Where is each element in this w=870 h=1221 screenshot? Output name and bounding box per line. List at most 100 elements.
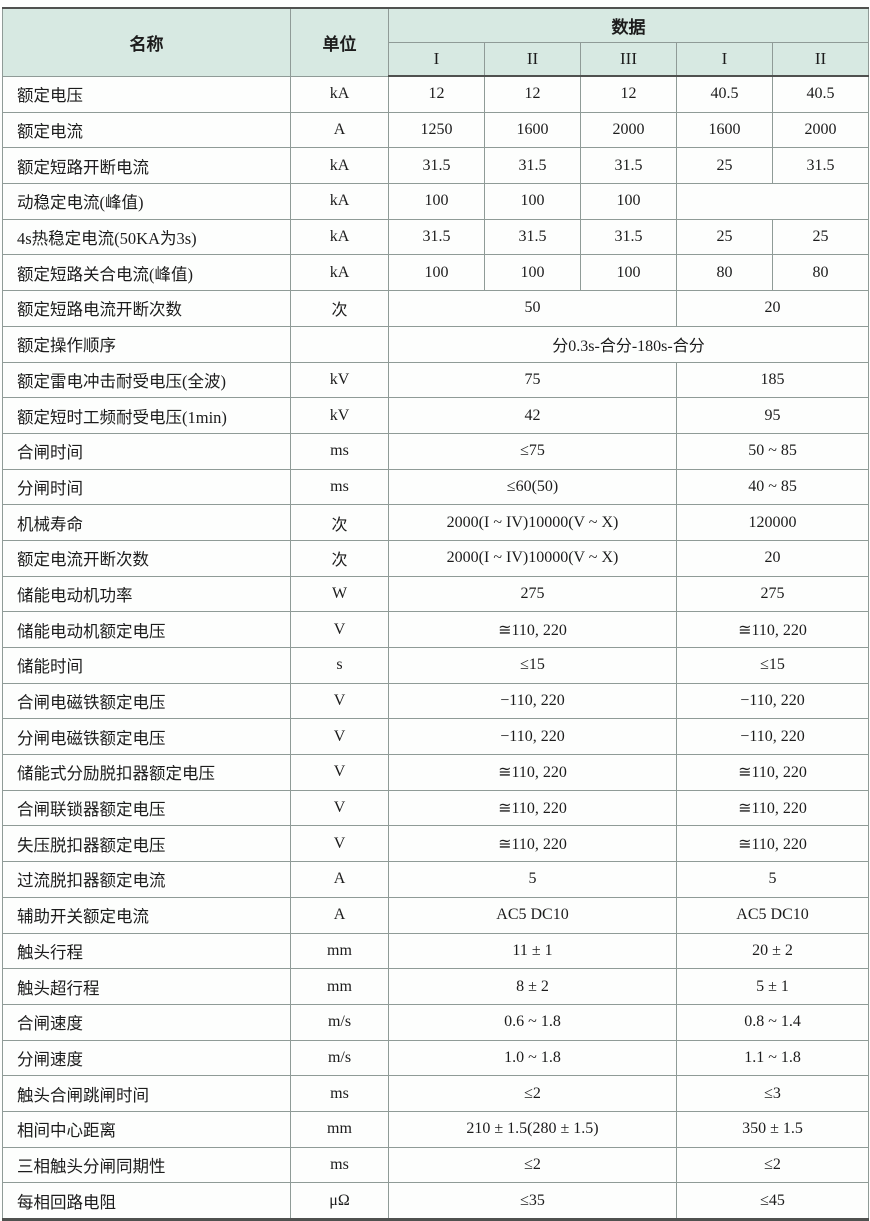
cell-value: ≅110, 220 [388, 611, 677, 648]
cell-value: ≅110, 220 [388, 754, 677, 791]
cell-value: 75 [388, 361, 677, 399]
row-unit: kV [290, 361, 389, 399]
table-row: 合闸电磁铁额定电压 V −110, 220 −110, 220 [2, 682, 870, 720]
cell-value: ≤3 [675, 1075, 870, 1112]
table-row: 分闸时间 ms ≤60(50) 40 ~ 85 [2, 468, 870, 506]
col-header-sub-4: I [676, 42, 773, 77]
table-row: 触头行程 mm 11 ± 1 20 ± 2 [2, 932, 870, 970]
table-row: 额定电流 A 1250 1600 2000 1600 2000 [2, 111, 870, 149]
row-unit: W [290, 575, 389, 613]
cell-value: −110, 220 [675, 682, 870, 720]
cell-value: 分0.3s-合分-180s-合分 [387, 325, 870, 363]
cell-value: 275 [675, 575, 870, 613]
col-header-sub-5: II [771, 42, 870, 77]
row-unit: 次 [290, 290, 389, 327]
table-row: 分闸速度 m/s 1.0 ~ 1.8 1.1 ~ 1.8 [2, 1039, 870, 1077]
row-unit: A [290, 111, 389, 149]
cell-value: ≤35 [388, 1182, 677, 1220]
cell-value: 95 [675, 397, 870, 434]
cell-value: ≤2 [388, 1146, 677, 1184]
row-label: 4s热稳定电流(50KA为3s) [2, 218, 291, 256]
row-unit: V [290, 718, 389, 756]
cell-value: 31.5 [580, 218, 677, 256]
table-row: 储能时间 s ≤15 ≤15 [2, 647, 870, 684]
cell-value: 1250 [388, 111, 485, 149]
row-label: 储能式分励脱扣器额定电压 [2, 754, 291, 791]
row-unit [290, 325, 389, 363]
row-unit: 次 [290, 504, 389, 541]
row-label: 分闸电磁铁额定电压 [2, 718, 291, 756]
row-label: 额定短时工频耐受电压(1min) [2, 397, 291, 434]
cell-value: 80 [771, 254, 870, 292]
table-row: 触头合闸跳闸时间 ms ≤2 ≤3 [2, 1075, 870, 1112]
row-label: 相间中心距离 [2, 1110, 291, 1148]
cell-value: 100 [484, 254, 581, 292]
cell-value: ≅110, 220 [675, 611, 870, 648]
row-label: 触头合闸跳闸时间 [2, 1075, 291, 1112]
cell-value: 120000 [675, 504, 870, 541]
row-label: 额定雷电冲击耐受电压(全波) [2, 361, 291, 399]
document-page: 名称 单位 数据 I II III I II 额定电压 kA 12 12 12 40.5 4… [2, 7, 870, 1221]
cell-value: 11 ± 1 [388, 932, 677, 970]
table-header: 名称 单位 数据 I II III I II [2, 7, 870, 77]
row-unit: m/s [290, 1003, 389, 1041]
row-unit: V [290, 754, 389, 791]
row-unit: kA [290, 75, 389, 113]
table-row: 动稳定电流(峰值) kA 100 100 100 [2, 183, 870, 220]
col-header-sub-3: III [580, 42, 677, 77]
row-unit: A [290, 861, 389, 898]
cell-value: 5 [675, 861, 870, 898]
cell-value: 40.5 [676, 75, 773, 113]
row-label: 触头超行程 [2, 968, 291, 1005]
cell-value: ≅110, 220 [675, 825, 870, 863]
cell-value: 31.5 [484, 218, 581, 256]
cell-value: 25 [676, 147, 773, 185]
cell-value: 1.1 ~ 1.8 [675, 1039, 870, 1077]
row-label: 动稳定电流(峰值) [2, 183, 291, 220]
row-unit: V [290, 611, 389, 648]
row-label: 储能时间 [2, 647, 291, 684]
header-row-main: 名称 单位 数据 [2, 7, 870, 77]
cell-value: ≤15 [675, 647, 870, 684]
cell-value: −110, 220 [388, 718, 677, 756]
cell-value: 40 ~ 85 [675, 468, 870, 506]
table-row: 三相触头分闸同期性 ms ≤2 ≤2 [2, 1146, 870, 1184]
cell-value: 5 [388, 861, 677, 898]
cell-value [675, 183, 870, 220]
cell-value: −110, 220 [388, 682, 677, 720]
table-row: 额定短时工频耐受电压(1min) kV 42 95 [2, 397, 870, 434]
cell-value: 40.5 [771, 75, 870, 113]
table-row: 合闸联锁器额定电压 V ≅110, 220 ≅110, 220 [2, 789, 870, 827]
row-unit: ms [290, 432, 389, 470]
table-row: 储能电动机功率 W 275 275 [2, 575, 870, 613]
row-label: 分闸时间 [2, 468, 291, 506]
cell-value: 2000 [580, 111, 677, 149]
row-label: 三相触头分闸同期性 [2, 1146, 291, 1184]
cell-value: 25 [676, 218, 773, 256]
row-unit: ms [290, 468, 389, 506]
row-unit: ms [290, 1146, 389, 1184]
cell-value: 350 ± 1.5 [675, 1110, 870, 1148]
cell-value: 20 ± 2 [675, 932, 870, 970]
cell-value: 20 [675, 290, 870, 327]
cell-value: 25 [771, 218, 870, 256]
cell-value: ≅110, 220 [388, 789, 677, 827]
row-label: 辅助开关额定电流 [2, 896, 291, 934]
row-label: 合闸联锁器额定电压 [2, 789, 291, 827]
cell-value: 185 [675, 361, 870, 399]
cell-value: ≤15 [388, 647, 677, 684]
cell-value: −110, 220 [675, 718, 870, 756]
row-unit: 次 [290, 539, 389, 577]
row-unit: kV [290, 397, 389, 434]
table-row: 额定短路开断电流 kA 31.5 31.5 31.5 25 31.5 [2, 147, 870, 185]
cell-value: 210 ± 1.5(280 ± 1.5) [388, 1110, 677, 1148]
col-header-sub-1: I [388, 42, 485, 77]
row-unit: kA [290, 183, 389, 220]
cell-value: 12 [484, 75, 581, 113]
cell-value: 100 [484, 183, 581, 220]
row-label: 额定短路开断电流 [2, 147, 291, 185]
cell-value: 31.5 [388, 218, 485, 256]
spec-table: 名称 单位 数据 I II III I II 额定电压 kA 12 12 12 40.5 4… [2, 7, 870, 1221]
cell-value: ≅110, 220 [388, 825, 677, 863]
cell-value: ≤60(50) [388, 468, 677, 506]
